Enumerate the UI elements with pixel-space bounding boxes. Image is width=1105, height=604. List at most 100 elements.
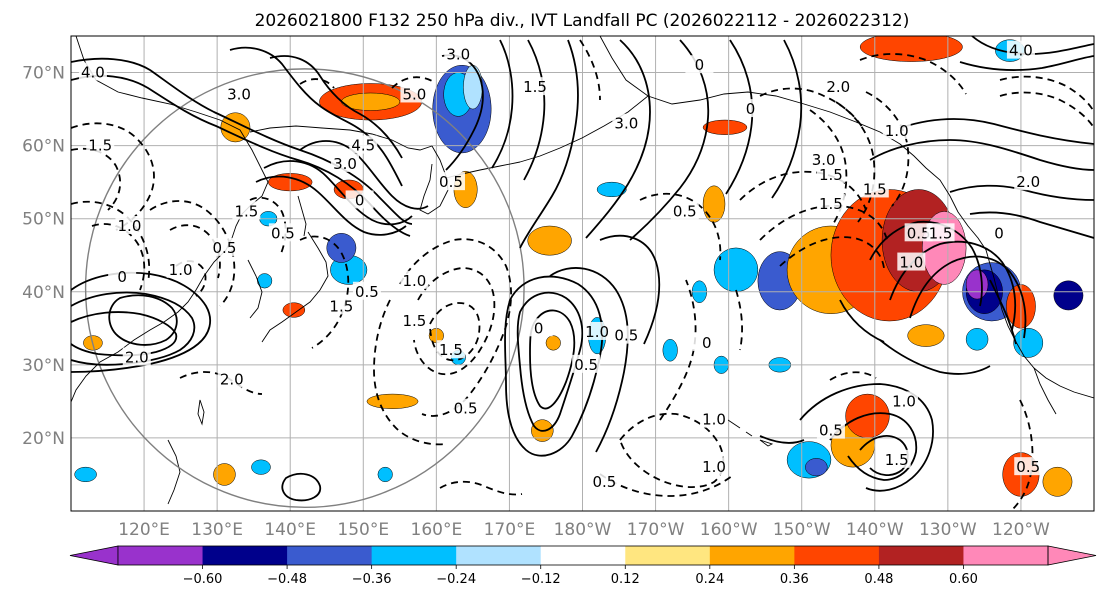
longitude-tick-label: 160°E [411,520,463,540]
coastline-okhotsk [249,125,433,151]
domain-circle [84,68,525,509]
divergence-patch [713,247,759,293]
contour-label-background [816,164,845,183]
divergence-patch [74,466,97,483]
contour-label: 1.5 [885,451,909,469]
contour-line [71,291,196,366]
divergence-patch [1053,280,1084,311]
divergence-patch [366,393,419,409]
colorbar-segment [709,546,795,565]
contour-label-background [1014,172,1043,191]
contour-label: 1.5 [403,312,427,330]
contour-label: 0.5 [439,173,463,191]
contour-label: 1.0 [169,261,193,279]
contour-label-background [882,121,911,139]
colorbar-extend-max [1047,545,1097,566]
contour-label-background [816,194,845,213]
colorbar-ticks: −0.60 −0.48 −0.36 −0.24 −0.12 0.12 0.24 0.36 0.4… [183,565,978,587]
contour-line [399,238,512,417]
contour-label-background [897,252,926,271]
divergence-patch [702,185,726,223]
contour-line [491,39,514,169]
contour-label-background [268,223,297,242]
contour-label-background [824,77,853,96]
contour-line [799,383,934,492]
longitude-tick-label: 160°W [700,520,758,540]
contour-label: 1.5 [329,297,353,315]
contour-line [829,412,918,481]
contour-label: 2.0 [826,78,850,96]
contour-label-background [400,311,429,329]
divergence-patch [282,302,306,318]
contour-line [629,39,710,241]
divergence-patch [377,466,393,483]
contour-label-background [926,223,955,242]
longitude-tick-label: 120°W [992,520,1050,540]
colorbar-segment [202,546,288,565]
contour-label-background [860,179,889,198]
longitude-tick-label: 140°E [264,520,316,540]
contour-label: 2.0 [220,370,244,388]
contour-label-background [436,172,465,191]
contour-label-background [1014,457,1043,476]
colorbar-segment [456,546,542,565]
contour-line [169,224,221,279]
colorbar-segment [963,546,1049,565]
contour-label-background [882,449,911,468]
colorbar-extend-min [69,545,119,566]
divergence-patch [545,335,561,351]
contour-label-background [444,44,473,63]
coastline-taiwan [197,399,205,426]
ivt-contours [71,36,1094,511]
contour-line [108,294,178,346]
contour-label: 1.0 [585,323,609,341]
divergence-patch [213,463,236,486]
contour-label: 0 [534,319,544,337]
contour-line [759,435,805,444]
contour-label: 2.0 [125,349,149,367]
divergence-patch [965,328,989,351]
contour-label-background [685,55,714,74]
map-area: 4.03.03.05.0 1.53.0002.04.01.02.03.01.50.… [70,35,1095,512]
coastline-sakhalin [297,195,307,237]
contour-label-background [232,201,261,220]
contour-label: 0 [994,224,1004,242]
longitude-tick-label: 130°W [919,520,977,540]
contour-line [839,299,885,343]
contour-label-background [612,325,641,344]
colorbar-tick-label: 0.36 [780,572,809,587]
contour-label: 0 [702,334,712,352]
contour-line [639,192,722,261]
contour-label-background [700,409,729,428]
contour-label: 0.5 [614,327,638,345]
divergence-patch [702,119,748,135]
coastline-hawaii [727,419,774,447]
contour-label: 1.5 [819,195,843,213]
contour-line [585,39,651,239]
longitude-tick-label: 150°E [337,520,389,540]
contour-line [989,279,1017,345]
longitude-tick-label: 140°W [846,520,904,540]
colorbar-tick-label: 0.24 [695,572,724,587]
contour-line [859,53,967,95]
contour-label-background [331,153,360,172]
contour-label-background [816,420,845,439]
contour-line [835,101,876,223]
contour-label: 1.5 [439,341,463,359]
longitude-tick-label: 130°E [191,520,243,540]
divergence-patch [805,458,828,477]
contour-line [725,39,754,195]
contour-line [516,291,584,432]
latitude-tick-label: 60°N [22,137,65,157]
latitude-tick-label: 70°N [22,64,65,84]
colorbar-tick-label: 0.60 [949,572,978,587]
contour-line [869,139,1094,171]
contour-line [299,140,429,210]
contour-line [999,91,1094,129]
contour-label: 0.5 [355,283,379,301]
contour-label: 1.0 [892,392,916,410]
contour-line [71,311,178,357]
contour-line [249,196,287,257]
contour-label-background [115,216,144,234]
